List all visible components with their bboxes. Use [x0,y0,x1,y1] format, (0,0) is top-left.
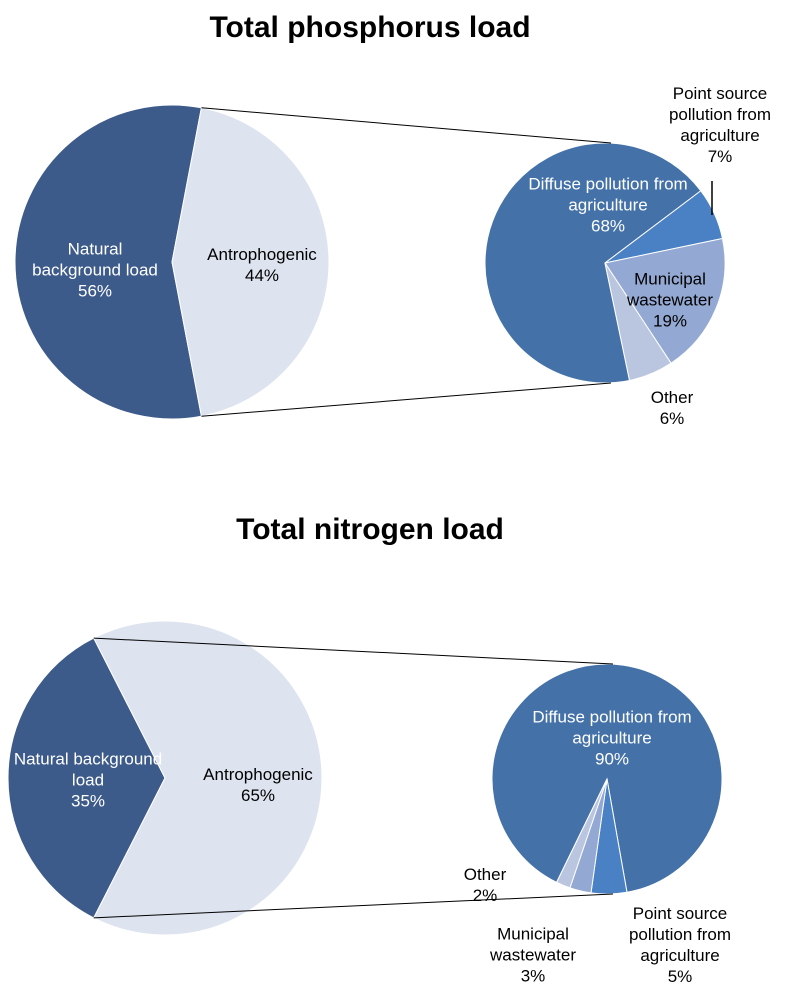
sub-slice-value-label: 2% [472,886,498,905]
slice-value-label: 65% [240,786,276,805]
sub-slice-category: Point source pollution from agriculture [668,84,772,145]
slice-category: Natural background load [13,749,163,790]
pie-slice [93,620,323,936]
slice-label: Natural background load 35% [13,749,163,812]
connector-line [93,637,614,665]
connector-line [201,382,612,417]
slice-value-label: 56% [77,281,113,301]
slice-label: Antrophogenic 44% [192,244,332,286]
slice-category: Natural background load [32,239,158,280]
slice-category: Antrophogenic [207,245,317,264]
sub-slice-value-label: 7% [707,147,733,166]
sub-slice-label: Other 6% [632,387,712,429]
sub-pie-slice [555,778,608,889]
sub-slice-label: Diffuse pollution from agriculture 90% [532,707,692,770]
sub-slice-label: Diffuse pollution from agriculture 68% [528,174,688,237]
sub-slice-value-label: 6% [659,409,685,428]
sub-slice-value-label: 3% [520,966,546,986]
slice-category: Antrophogenic [203,765,313,784]
sub-slice-category: Other [463,865,507,884]
sub-slice-value-label: 5% [667,967,693,986]
sub-slice-value-label: 68% [590,216,626,236]
sub-pie-slice [491,663,723,893]
slice-value-label: 44% [244,266,280,285]
sub-pie-slice [604,237,726,364]
sub-pie-slice [484,142,702,384]
slice-value-label: 35% [70,791,106,811]
slice-label: Antrophogenic 65% [188,764,328,806]
sub-slice-category: Municipal wastewater [627,269,713,310]
sub-slice-label: Municipal wastewater 3% [478,924,588,987]
sub-slice-category: Diffuse pollution from agriculture [528,174,688,215]
chart-title: Total phosphorus load [209,11,531,44]
sub-slice-value-label: 90% [594,749,630,769]
sub-slice-label: Other 2% [450,864,520,906]
chart-title: Total nitrogen load [236,513,504,546]
connector-line [201,107,612,144]
pie-slice [7,637,166,919]
slice-label: Natural background load 56% [25,239,165,302]
pie-slice [171,107,330,417]
sub-slice-label: Municipal wastewater 19% [615,269,725,332]
sub-slice-category: Diffuse pollution from agriculture [532,707,692,748]
sub-slice-category: Municipal wastewater [490,924,576,965]
pie-slice [14,104,203,420]
sub-slice-category: Other [650,388,694,407]
sub-slice-label: Point source pollution from agriculture 7… [650,83,790,167]
connector-line [93,893,614,919]
sub-slice-value-label: 19% [652,311,688,331]
sub-slice-label: Point source pollution from agriculture 5… [610,903,750,987]
sub-slice-category: Point source pollution from agriculture [628,904,732,965]
sub-pie-slice [604,262,672,382]
